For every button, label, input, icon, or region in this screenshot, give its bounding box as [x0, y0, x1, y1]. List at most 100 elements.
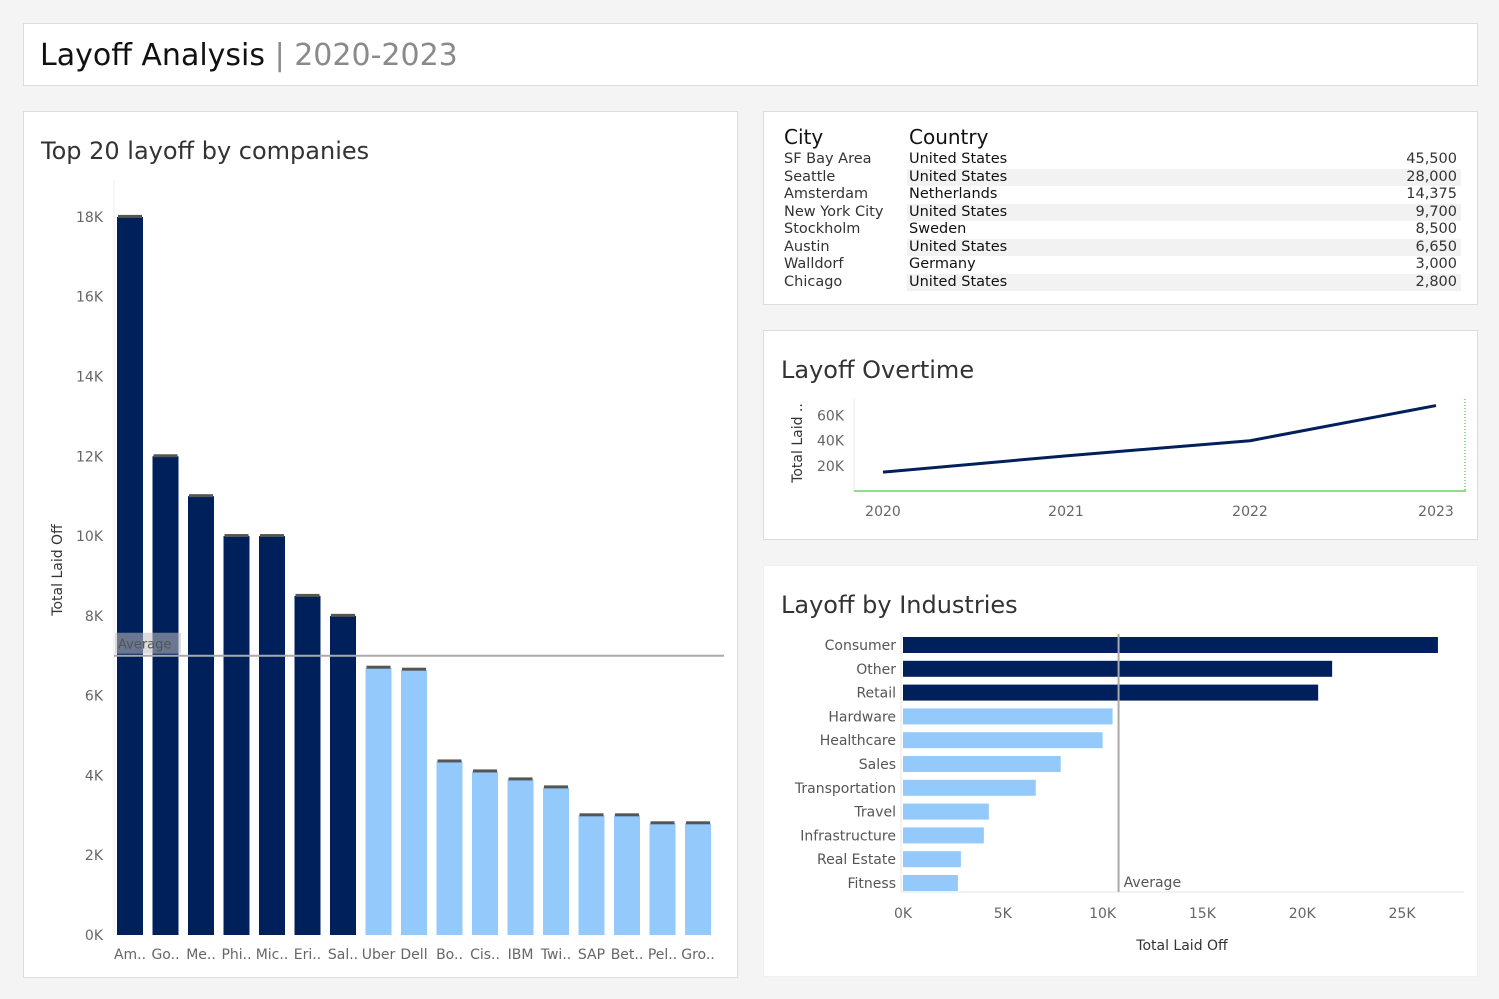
city-header: City [784, 125, 824, 149]
bar-cap [473, 769, 497, 773]
bar [903, 875, 958, 891]
x-tick-label: 20K [1289, 906, 1317, 922]
category-label: Fitness [848, 876, 897, 892]
x-tick-label: 2023 [1418, 504, 1454, 520]
city-cell: New York City [784, 203, 884, 220]
bar [365, 667, 392, 935]
value-cell: 2,800 [1415, 273, 1457, 290]
row-shade [907, 238, 1461, 256]
average-label-bg [115, 632, 181, 654]
x-tick-label: 2022 [1232, 504, 1268, 520]
bar-cap [295, 593, 320, 597]
category-label: Travel [853, 805, 896, 821]
x-tick-label: IBM [508, 947, 534, 963]
value-cell: 14,375 [1406, 186, 1457, 202]
bar-cap [437, 759, 462, 763]
x-tick-label: Cis.. [470, 947, 500, 963]
bar-cap [331, 613, 355, 617]
x-tick-label: Bo.. [436, 947, 463, 963]
x-tick-label: 15K [1189, 906, 1217, 922]
bar-cap [686, 821, 710, 825]
value-cell: 3,000 [1415, 256, 1457, 272]
y-tick-label: 60K [817, 409, 845, 425]
overtime-panel: Layoff Overtime 20K 40K 60K Total Laid .. 20… [763, 330, 1478, 540]
country-cell: United States [909, 203, 1008, 220]
bar [578, 815, 605, 935]
y-tick-label: 18K [76, 210, 104, 226]
x-tick-label: Bet.. [611, 947, 644, 963]
y-tick-label: 20K [817, 459, 845, 475]
country-cell: United States [909, 273, 1008, 290]
x-tick-label: Mic.. [256, 947, 289, 963]
bar [401, 669, 427, 935]
x-tick-label: 2021 [1048, 504, 1084, 520]
bar-cap [508, 777, 533, 781]
table-row: Amsterdam Netherlands 14,375 [782, 186, 1461, 204]
bar-cap [260, 534, 284, 538]
cities-panel: City Country SF Bay Area United States 45,… [763, 111, 1478, 305]
series-line [882, 404, 1437, 474]
country-cell: United States [909, 238, 1008, 255]
bar-cap [579, 813, 604, 817]
table-row: Austin United States 6,650 [782, 238, 1461, 256]
x-tick-label: SAP [578, 947, 605, 963]
y-tick-label: 10K [76, 529, 104, 545]
bar-cap [402, 667, 426, 671]
table-row: New York City United States 9,700 [782, 203, 1461, 221]
bar [472, 771, 498, 935]
y-tick-label: 12K [76, 449, 104, 465]
value-cell: 28,000 [1406, 168, 1457, 185]
bar [903, 756, 1061, 772]
city-cell: Seattle [784, 168, 836, 185]
y-axis-title: Total Laid Off [50, 524, 66, 617]
category-label: Sales [859, 757, 896, 773]
value-cell: 8,500 [1415, 221, 1457, 237]
country-header: Country [909, 125, 989, 149]
bar-cap [118, 214, 142, 218]
overtime-chart: 20K 40K 60K Total Laid .. 2020 2021 2022 2023 [790, 399, 1466, 520]
row-shade [907, 273, 1461, 291]
country-cell: Netherlands [909, 186, 998, 202]
y-tick-label: 2K [85, 848, 104, 864]
y-tick-label: 4K [85, 768, 104, 784]
category-label: Other [856, 662, 896, 678]
value-cell: 45,500 [1406, 151, 1457, 167]
bar [436, 761, 463, 935]
table-row: Walldorf Germany 3,000 [782, 256, 1461, 274]
city-cell: Amsterdam [784, 186, 869, 202]
country-cell: United States [909, 168, 1008, 185]
top-companies-title: Top 20 layoff by companies [41, 137, 370, 165]
bar-cap [650, 821, 675, 825]
bar [188, 496, 214, 935]
title-years: 2020-2023 [294, 38, 458, 73]
x-tick-label: Uber [362, 947, 396, 963]
bar [259, 536, 285, 935]
country-cell: Germany [909, 256, 976, 272]
dashboard-title: Layoff Analysis | 2020-2023 [40, 38, 458, 73]
bar [614, 815, 640, 935]
category-label: Transportation [794, 781, 896, 797]
x-tick-label: 0K [894, 906, 913, 922]
bar [685, 823, 711, 935]
y-tick-label: 40K [817, 434, 845, 450]
x-axis-title: Total Laid Off [1135, 938, 1228, 954]
city-cell: Austin [784, 238, 830, 255]
y-tick-label: 8K [85, 609, 104, 625]
y-tick-label: 6K [85, 689, 104, 705]
x-tick-label: Phi.. [221, 947, 251, 963]
bar [117, 216, 143, 935]
overtime-title: Layoff Overtime [781, 356, 975, 384]
category-label: Consumer [825, 638, 897, 654]
table-row: SF Bay Area United States 45,500 [782, 151, 1461, 169]
bar [903, 851, 961, 868]
top-companies-panel: Top 20 layoff by companies 0K 2K 4K 6K 8K 10K… [23, 111, 738, 978]
x-tick-label: 2020 [865, 504, 901, 520]
industries-title: Layoff by Industries [781, 591, 1018, 619]
row-shade [907, 256, 1461, 274]
category-label: Real Estate [817, 852, 896, 868]
bar [294, 595, 321, 935]
bar-cap [366, 665, 391, 669]
bar [903, 803, 989, 820]
row-shade [907, 203, 1461, 221]
value-cell: 9,700 [1415, 203, 1457, 220]
